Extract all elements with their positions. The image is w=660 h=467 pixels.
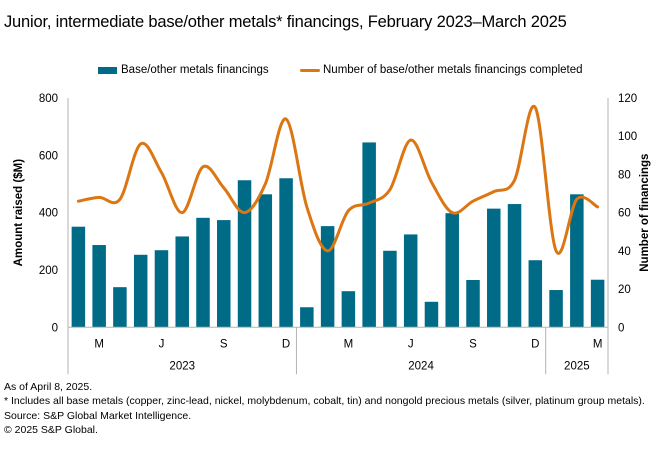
bar (133, 254, 148, 328)
bar (279, 178, 293, 328)
y-tick-label-right: 40 (618, 246, 631, 258)
y-tick-label-right: 80 (618, 169, 631, 181)
y-tick-label-left: 600 (39, 150, 58, 162)
bar (154, 250, 169, 328)
x-tick-label: J (159, 338, 165, 350)
bar (528, 260, 543, 328)
bar (445, 213, 459, 328)
legend-swatch-bars (98, 66, 117, 74)
bar (237, 180, 252, 328)
year-label: 2025 (564, 360, 590, 372)
footer-note: * Includes all base metals (copper, zinc… (4, 395, 645, 408)
y-tick-label-right: 20 (618, 284, 631, 296)
y-tick-label-right: 60 (618, 208, 631, 220)
bar-series (71, 142, 605, 328)
bar (466, 280, 480, 328)
y-tick-label-right: 0 (618, 322, 624, 334)
bar (217, 220, 231, 328)
bar (320, 226, 335, 328)
y-tick-label-left: 200 (39, 265, 58, 277)
bar (424, 301, 439, 328)
axis-labels: 2023 2024 2025 0 200 400 600 800 0 20 40 60 80 100 120… (13, 93, 651, 372)
footer-as-of: As of April 8, 2025. (4, 381, 93, 393)
bar (341, 291, 356, 328)
x-tick-label: J (408, 338, 414, 350)
bar (590, 279, 605, 328)
legend-swatch-line (300, 68, 320, 72)
bar (383, 250, 397, 328)
bar (570, 194, 584, 328)
legend-label-bars: Base/other metals financings (121, 64, 269, 76)
bar (175, 236, 189, 328)
x-tick-label: D (282, 338, 290, 350)
line-path (76, 104, 600, 255)
chart-title: Junior, intermediate base/other metals* … (4, 13, 567, 31)
x-tick-label: M (593, 338, 603, 350)
bar (113, 287, 127, 328)
footer-source: Source: S&P Global Market Intelligence. (4, 409, 192, 422)
footer-copyright: © 2025 S&P Global. (4, 424, 98, 437)
bar (362, 142, 376, 328)
y-tick-label-right: 120 (618, 93, 637, 105)
axes (67, 98, 609, 375)
y-axis-title-left: Amount raised ($M) (13, 159, 25, 267)
y-tick-label-left: 0 (52, 322, 58, 334)
y-tick-label-left: 800 (39, 93, 58, 105)
legend-item-bars: Base/other metals financings (98, 64, 269, 76)
bar (92, 245, 106, 328)
x-tick-label: M (94, 338, 104, 350)
bar (196, 217, 210, 328)
bar (507, 204, 522, 328)
bar (487, 208, 501, 328)
y-axis-title-right: Number of financings (639, 154, 651, 272)
bar (258, 194, 273, 328)
footer: As of April 8, 2025. * Includes all base… (4, 380, 654, 438)
y-tick-label-left: 400 (39, 208, 58, 220)
year-label: 2023 (169, 360, 195, 372)
legend-item-line: Number of base/other metals financings c… (300, 64, 583, 76)
x-tick-label: S (469, 338, 477, 350)
line-series (76, 104, 600, 255)
x-tick-label: S (220, 338, 228, 350)
y-tick-label-right: 100 (618, 131, 637, 143)
bar (71, 226, 86, 328)
year-label: 2024 (408, 360, 434, 372)
legend-label-line: Number of base/other metals financings c… (323, 64, 583, 76)
x-tick-label: M (344, 338, 354, 350)
legend: Base/other metals financings Number of b… (0, 64, 660, 82)
bar (300, 307, 314, 328)
bar (549, 290, 563, 328)
bar (403, 234, 418, 328)
x-tick-label: D (531, 338, 539, 350)
